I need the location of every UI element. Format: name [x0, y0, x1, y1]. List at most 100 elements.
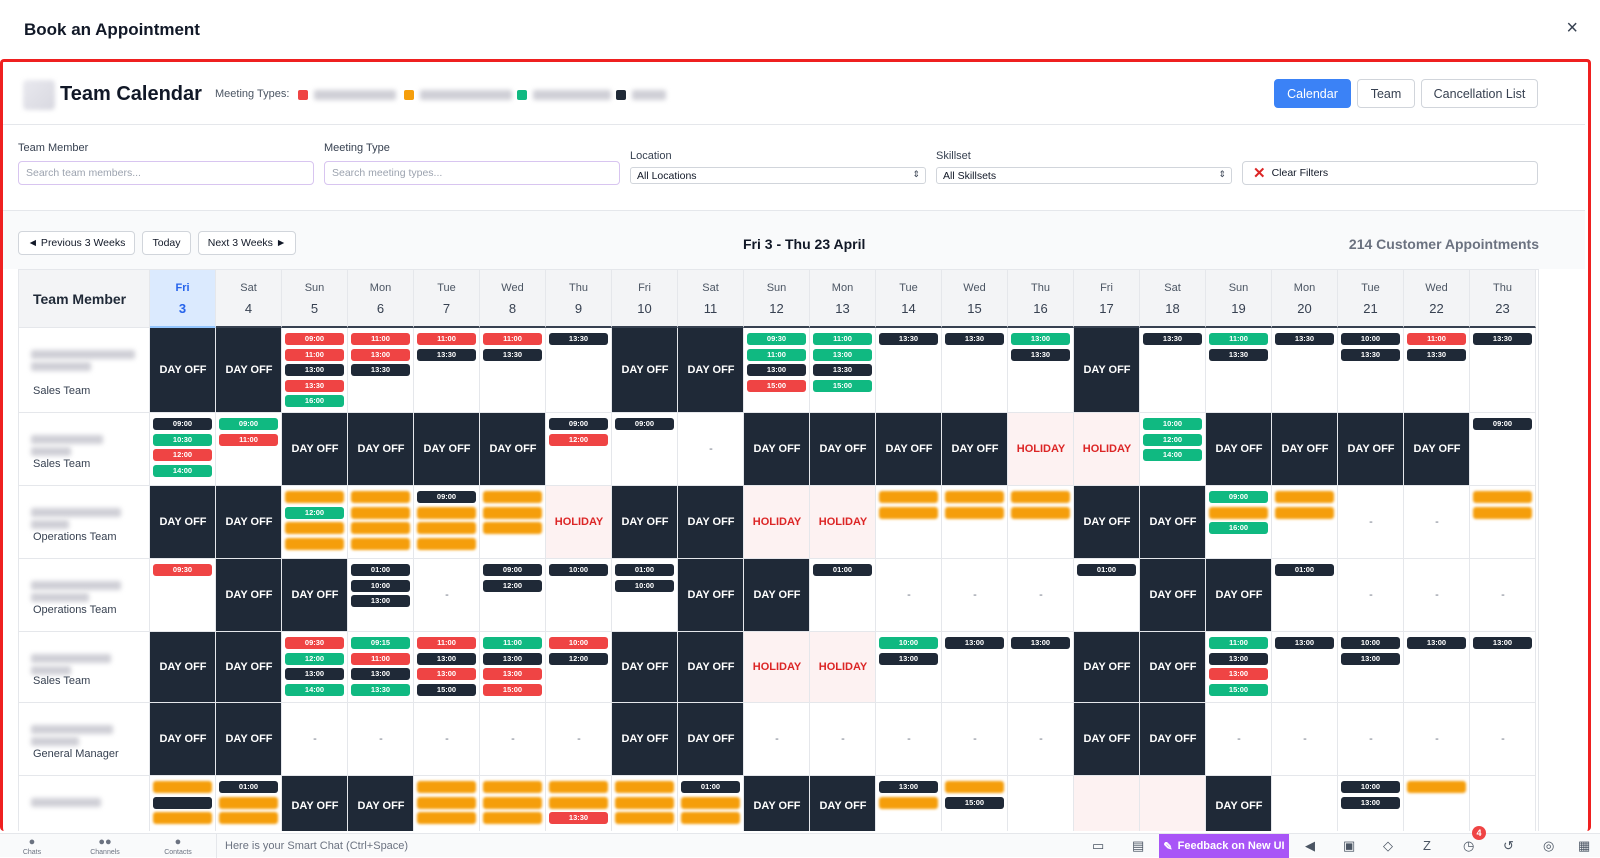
- appointment-pill[interactable]: [483, 796, 542, 809]
- accessibility-icon[interactable]: ◎: [1543, 838, 1555, 853]
- appointment-pill[interactable]: 13:30: [813, 364, 872, 376]
- skillset-select[interactable]: All Skillsets ⇕: [936, 167, 1232, 184]
- appointment-pill[interactable]: [549, 781, 608, 793]
- appointment-pill[interactable]: 12:00: [1143, 433, 1202, 446]
- appointment-pill[interactable]: 13:00: [351, 348, 410, 361]
- calendar-cell[interactable]: -: [810, 703, 876, 776]
- calendar-cell[interactable]: -: [282, 703, 348, 776]
- translate-icon[interactable]: Z: [1423, 838, 1431, 853]
- calendar-cell[interactable]: 13:30: [876, 328, 942, 413]
- calendar-cell[interactable]: 09:00: [414, 486, 480, 559]
- calendar-cell[interactable]: HOLIDAY: [744, 632, 810, 703]
- appointment-pill[interactable]: [879, 796, 938, 809]
- appointment-pill[interactable]: 01:00: [615, 564, 674, 576]
- appointment-pill[interactable]: 11:00: [1209, 333, 1268, 345]
- appointment-pill[interactable]: 13:00: [1341, 796, 1400, 809]
- appointment-pill[interactable]: [285, 522, 344, 534]
- appointment-pill[interactable]: 11:00: [285, 348, 344, 361]
- appointment-pill[interactable]: [615, 812, 674, 824]
- calendar-cell[interactable]: 13:30: [1140, 328, 1206, 413]
- appointment-pill[interactable]: 13:00: [945, 637, 1004, 649]
- appointment-pill[interactable]: [483, 522, 542, 534]
- appointment-pill[interactable]: 14:00: [153, 464, 212, 477]
- calendar-cell[interactable]: 11:00 13:00 13:00 15:00: [480, 632, 546, 703]
- calendar-cell[interactable]: 13:00: [1008, 632, 1074, 703]
- next-weeks-button[interactable]: Next 3 Weeks ►: [198, 231, 296, 255]
- calendar-cell[interactable]: [1404, 776, 1470, 831]
- calendar-cell[interactable]: 09:30: [150, 559, 216, 632]
- appointment-pill[interactable]: 09:00: [483, 564, 542, 576]
- appointment-pill[interactable]: [681, 796, 740, 809]
- appointment-pill[interactable]: 09:00: [1473, 418, 1532, 430]
- calendar-cell[interactable]: 01:00 10:00: [612, 559, 678, 632]
- calendar-cell[interactable]: -: [942, 703, 1008, 776]
- appointment-pill[interactable]: 10:30: [153, 433, 212, 446]
- calendar-cell[interactable]: 10:00 13:00: [876, 632, 942, 703]
- appointment-pill[interactable]: 13:00: [483, 652, 542, 665]
- calendar-cell[interactable]: 11:00 13:00 13:30 15:00: [810, 328, 876, 413]
- appointment-pill[interactable]: [351, 522, 410, 534]
- calendar-cell[interactable]: [612, 776, 678, 831]
- calendar-cell[interactable]: 01:00: [678, 776, 744, 831]
- appointment-pill[interactable]: [483, 506, 542, 519]
- appointment-pill[interactable]: 13:30: [549, 333, 608, 345]
- appointment-pill[interactable]: [483, 781, 542, 793]
- calendar-cell[interactable]: -: [1404, 559, 1470, 632]
- appointment-pill[interactable]: [285, 537, 344, 550]
- calendar-cell[interactable]: HOLIDAY: [546, 486, 612, 559]
- appointment-pill[interactable]: 13:30: [945, 333, 1004, 345]
- appointment-pill[interactable]: [417, 781, 476, 793]
- calendar-cell[interactable]: [414, 776, 480, 831]
- appointment-pill[interactable]: [153, 812, 212, 824]
- appointment-pill[interactable]: 13:30: [483, 348, 542, 361]
- appointment-pill[interactable]: 10:00: [549, 564, 608, 576]
- calendar-cell[interactable]: 13:00: [1404, 632, 1470, 703]
- appointment-pill[interactable]: 09:30: [285, 637, 344, 649]
- clear-filters-button[interactable]: ✕ Clear Filters: [1242, 161, 1538, 185]
- calendar-cell[interactable]: -: [1206, 703, 1272, 776]
- appointment-pill[interactable]: 13:00: [1209, 652, 1268, 665]
- calendar-cell[interactable]: 09:00 11:00 13:00 13:30 16:00: [282, 328, 348, 413]
- team-member-row-header[interactable]: Sales Team: [19, 328, 150, 413]
- calendar-cell[interactable]: [1008, 776, 1074, 831]
- calendar-cell[interactable]: 13:00: [876, 776, 942, 831]
- appointment-pill[interactable]: 13:30: [549, 812, 608, 824]
- appointment-pill[interactable]: 12:00: [1011, 491, 1070, 503]
- appointment-pill[interactable]: [1011, 506, 1070, 519]
- appointment-pill[interactable]: [1275, 491, 1334, 503]
- team-member-row-header[interactable]: [19, 776, 150, 831]
- calendar-cell[interactable]: 11:00 13:00 13:00 15:00: [414, 632, 480, 703]
- appointment-pill[interactable]: 12:00: [285, 506, 344, 519]
- appointment-pill[interactable]: 13:00: [351, 668, 410, 680]
- calendar-cell[interactable]: -: [414, 559, 480, 632]
- alarm-icon[interactable]: ◷: [1463, 838, 1475, 853]
- calendar-cell[interactable]: 10:00 13:00: [1338, 776, 1404, 831]
- team-member-row-header[interactable]: General Manager: [19, 703, 150, 776]
- appointment-pill[interactable]: 11:00: [417, 333, 476, 345]
- appointment-pill[interactable]: [879, 506, 938, 519]
- appointment-pill[interactable]: 15:00: [1275, 506, 1334, 519]
- calendar-cell[interactable]: -: [942, 559, 1008, 632]
- appointment-pill[interactable]: 13:00: [483, 668, 542, 680]
- appointment-pill[interactable]: [351, 491, 410, 503]
- tag-icon[interactable]: ◇: [1383, 838, 1393, 853]
- calendar-cell[interactable]: [876, 486, 942, 559]
- appointment-pill[interactable]: [1473, 491, 1532, 503]
- appointment-pill[interactable]: [417, 522, 476, 534]
- calendar-cell[interactable]: 01:00: [1074, 559, 1140, 632]
- channels-tab[interactable]: ●● Channels: [85, 836, 125, 856]
- appointment-pill[interactable]: 13:00: [747, 364, 806, 376]
- appointment-pill[interactable]: [483, 812, 542, 824]
- appointment-pill[interactable]: 09:00: [285, 333, 344, 345]
- appointment-pill[interactable]: 13:00: [1209, 668, 1268, 680]
- appointment-pill[interactable]: [285, 491, 344, 503]
- appointment-pill[interactable]: 11:00: [219, 433, 278, 446]
- calendar-cell[interactable]: 01:00: [810, 559, 876, 632]
- appointment-pill[interactable]: 09:00: [615, 418, 674, 430]
- calendar-cell[interactable]: -: [1338, 486, 1404, 559]
- calendar-cell[interactable]: -: [1404, 703, 1470, 776]
- calendar-cell[interactable]: [150, 776, 216, 831]
- appointment-pill[interactable]: [417, 812, 476, 824]
- team-member-row-header[interactable]: Sales Team: [19, 632, 150, 703]
- calendar-cell[interactable]: -: [1008, 559, 1074, 632]
